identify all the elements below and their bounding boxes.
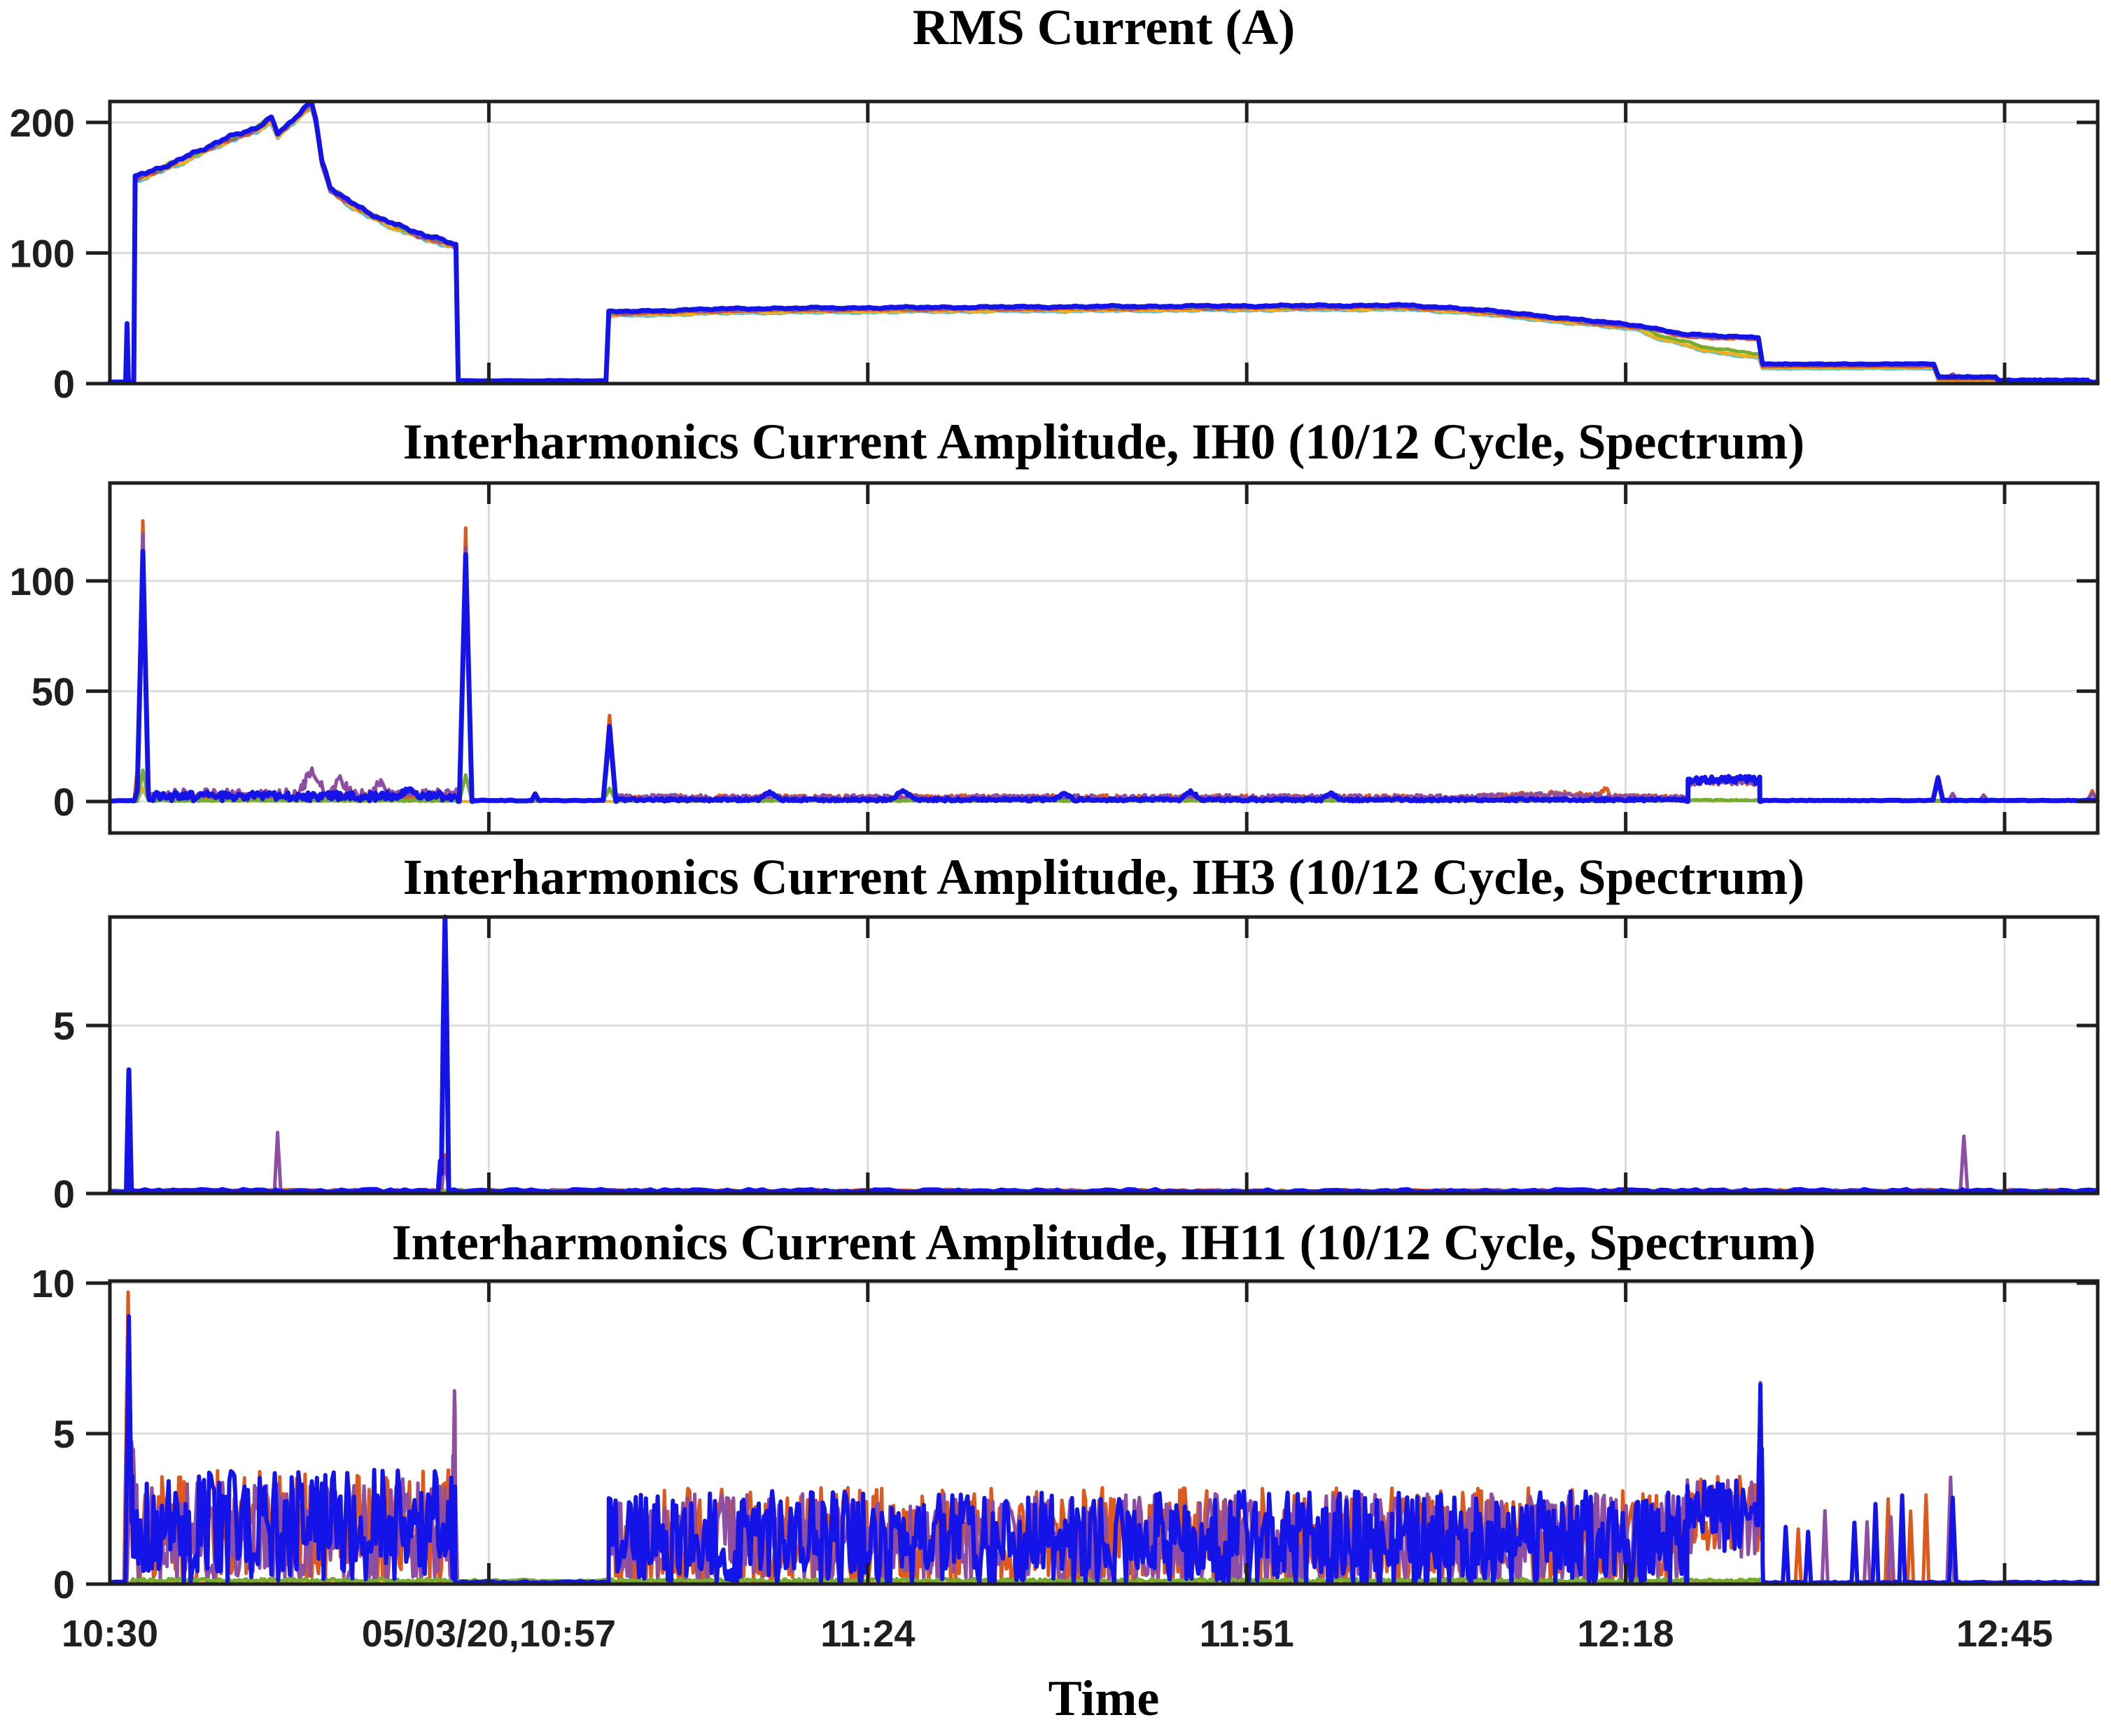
- y-tick-label: 5: [53, 1004, 75, 1048]
- panel-ih3: 05: [53, 914, 2100, 1216]
- series-yellow: [108, 105, 2099, 385]
- x-tick-label: 12:45: [1956, 1613, 2053, 1655]
- y-tick-label: 0: [53, 362, 75, 406]
- series-purple: [108, 102, 2099, 385]
- series-green: [108, 102, 2099, 385]
- y-tick-label: 100: [10, 231, 75, 275]
- series-orange: [108, 519, 2099, 804]
- y-tick-label: 100: [10, 559, 75, 603]
- axes-border: [108, 481, 2100, 835]
- y-tick-label: 10: [31, 1261, 75, 1306]
- y-tick-label: 0: [53, 1172, 75, 1216]
- x-axis-label: Time: [1048, 1670, 1160, 1726]
- title-ih11: Interharmonics Current Amplitude, IH11 (…: [391, 1214, 1816, 1270]
- title-ih0: Interharmonics Current Amplitude, IH0 (1…: [402, 414, 1805, 470]
- y-tick-label: 0: [53, 1562, 75, 1606]
- series-purple: [108, 532, 2099, 804]
- y-tick-label: 5: [53, 1412, 75, 1456]
- x-tick-label: 10:30: [62, 1613, 158, 1655]
- title-ih3: Interharmonics Current Amplitude, IH3 (1…: [402, 849, 1805, 905]
- y-tick-label: 0: [53, 780, 75, 824]
- series-blue: [108, 1314, 2100, 1586]
- title-rms-current: RMS Current (A): [912, 0, 1296, 55]
- x-tick-label: 05/03/20,10:57: [362, 1613, 616, 1655]
- x-tick-label: 12:18: [1578, 1613, 1674, 1655]
- axes-border: [108, 915, 2100, 1196]
- panel-rms-current: 0 100 200: [10, 99, 2100, 406]
- y-tick-label: 50: [31, 669, 75, 713]
- series-blue: [107, 914, 2100, 1195]
- panel-ih11: 0 5 10: [31, 1261, 2100, 1606]
- series-blue: [107, 549, 2100, 804]
- panel-ih0: 0 50 100: [10, 481, 2100, 835]
- x-tick-label: 11:24: [820, 1613, 915, 1655]
- series-cyan: [108, 106, 2099, 385]
- series-orange: [108, 102, 2099, 385]
- y-tick-label: 200: [10, 101, 75, 145]
- x-tick-label: 11:51: [1200, 1613, 1294, 1655]
- series-purple: [108, 1130, 2099, 1194]
- axes-border: [108, 99, 2100, 386]
- series-orange: [108, 1153, 2099, 1194]
- series-blue: [107, 99, 2100, 385]
